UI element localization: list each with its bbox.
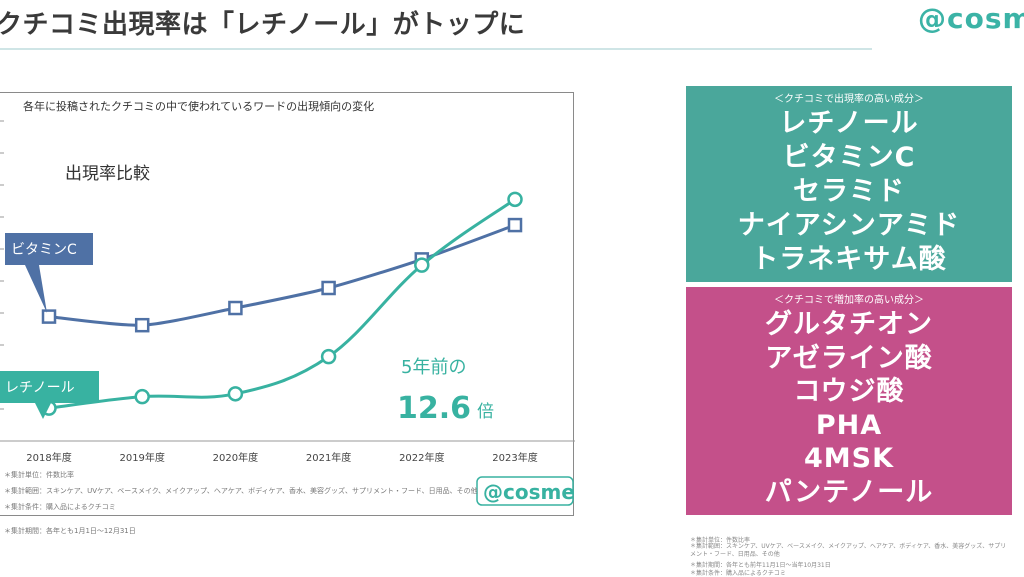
line-chart: 各年に投稿されたクチコミの中で使われているワードの出現傾向の変化 出現率比較 2… [0,99,575,506]
title-divider [0,48,872,50]
legend-vitc-label: ビタミンC [11,242,77,258]
chart-subtitle: 出現率比較 [65,164,150,184]
growth-ingredients-panel: ＜クチコミで増加率の高い成分＞ グルタチオン アゼライン酸 コウジ酸 PHA 4… [686,287,1012,515]
data-point [134,388,150,405]
chart-frame: 各年に投稿されたクチコミの中で使われているワードの出現傾向の変化 出現率比較 2… [0,92,575,516]
x-tick-label: 2023年度 [492,451,537,464]
data-point [134,317,150,333]
annotation-line1: 5年前の [401,357,466,378]
chart-watermark: @cosme [483,480,575,504]
panel-note-range: ＊集計範囲：スキンケア、UVケア、ベースメイク、メイクアップ、ヘアケア、ボディケ… [690,543,1007,558]
x-tick-label: 2021年度 [306,451,351,464]
data-point [414,257,430,273]
top-ingredient-item: ビタミンC [782,142,916,173]
series-vitc [41,217,523,333]
panel-note-unit: ＊集計単位：件数比率 [690,537,751,544]
annotation-unit: 倍 [477,402,494,422]
data-point [227,386,244,402]
data-point [507,191,523,208]
x-tick-label: 2022年度 [399,451,444,464]
chart-note-unit: ＊集計単位：件数比率 [4,471,74,479]
data-point [321,280,336,296]
chart-note-period: ＊集計期間：各年とも1月1日〜12月31日 [4,527,136,535]
page-title: クチコミ出現率は「レチノール」がトップに [0,10,526,40]
chart-note-condition: ＊集計条件：購入品によるクチコミ [4,503,116,511]
top-ingredient-item: ナイアシンアミド [737,210,961,241]
data-point [228,300,243,316]
growth-ingredient-item: グルタチオン [765,309,933,340]
growth-ingredient-item: パンテノール [764,476,934,508]
top-ingredient-item: トラネキサム酸 [751,244,947,275]
growth-ingredient-item: PHA [815,409,883,441]
data-point [320,348,337,365]
panel-note-period: ＊集計期間：各年とも前年11月1日〜当年10月31日 [690,562,831,569]
y-axis-ticks [0,120,4,442]
legend-retinol-label: レチノール [5,380,75,396]
growth-ingredient-item: 4MSK [803,443,895,474]
growth-ingredient-item: コウジ酸 [793,376,905,407]
top-ingredient-item: セラミド [793,176,905,207]
series-retinol [41,191,523,416]
top-ingredients-heading: ＜クチコミで出現率の高い成分＞ [774,94,924,105]
top-ingredients-panel: ＜クチコミで出現率の高い成分＞ レチノール ビタミンC セラミド ナイアシンアミ… [686,86,1012,282]
x-tick-label: 2019年度 [119,451,164,464]
annotation-value: 12.6 [397,391,471,426]
top-ingredient-item: レチノール [779,108,919,139]
growth-ingredients-heading: ＜クチコミで増加率の高い成分＞ [774,295,924,306]
x-tick-label: 2018年度 [26,451,71,464]
retinol-callout: レチノール [0,371,99,419]
data-point [507,217,523,233]
vitc-callout: ビタミンC [5,233,93,313]
series-line [48,223,516,327]
watermark-box [476,476,574,506]
chart-title: 各年に投稿されたクチコミの中で使われているワードの出現傾向の変化 [23,99,374,113]
panel-note-condition: ＊集計条件：購入品によるクチコミ [690,570,786,577]
growth-ingredient-item: アゼライン酸 [765,342,933,374]
data-point [41,309,57,324]
x-tick-label: 2020年度 [213,451,258,464]
brand-logo: @cosme [918,2,1024,35]
chart-note-range: ＊集計範囲：スキンケア、UVケア、ベースメイク、メイクアップ、ヘアケア、ボディケ… [4,487,478,495]
